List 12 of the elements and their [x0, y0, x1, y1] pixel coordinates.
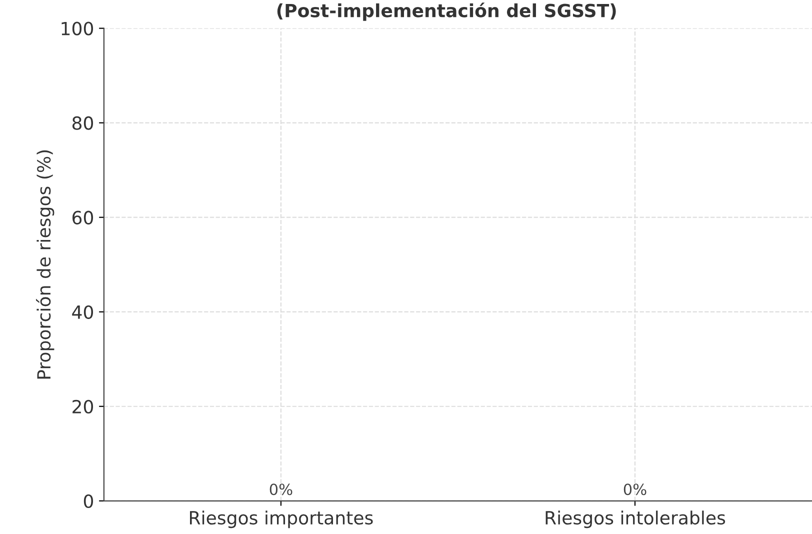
data-label: 0%: [270, 484, 292, 496]
chart-title: (Post-implementación del SGSST): [277, 2, 616, 21]
y-axis-title: Proporción de riesgos (%): [36, 150, 54, 379]
y-tick-label: 20: [72, 400, 94, 414]
y-tick-label: 100: [62, 22, 94, 36]
y-tick-label: 60: [72, 210, 94, 224]
y-tick-label: 80: [72, 116, 94, 130]
y-tick-label: 40: [72, 305, 94, 319]
y-tick-label: 0: [84, 494, 94, 508]
data-label: 0%: [624, 484, 646, 496]
x-tick-label: Riesgos intolerables: [546, 510, 726, 528]
x-tick-label: Riesgos importantes: [190, 510, 373, 528]
